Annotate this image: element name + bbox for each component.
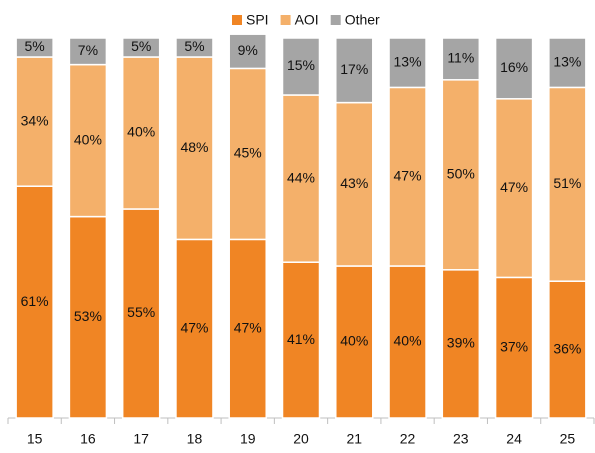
data-label: 5%: [25, 38, 45, 54]
bar-segment: [228, 33, 267, 70]
data-label: 40%: [394, 333, 422, 349]
data-label: 16%: [500, 59, 528, 75]
bar-segment: [335, 101, 374, 267]
bar-segment: [335, 37, 374, 104]
bar-segment: [15, 185, 54, 419]
data-label: 9%: [238, 42, 258, 58]
data-label: 53%: [74, 308, 102, 324]
x-tick-label: 18: [187, 431, 203, 447]
x-tick-label: 15: [27, 431, 43, 447]
x-tick-label: 22: [400, 431, 416, 447]
x-tick-label: 25: [560, 431, 576, 447]
x-tick-label: 16: [80, 431, 96, 447]
data-label: 47%: [394, 167, 422, 183]
x-tick-label: 21: [346, 431, 362, 447]
data-label: 39%: [447, 335, 475, 351]
bar-segment: [548, 280, 587, 419]
bar-segment: [281, 261, 321, 419]
bar-segment: [441, 37, 481, 81]
legend-label: AOI: [295, 12, 319, 28]
bar-segment: [441, 269, 481, 419]
bar-segment: [68, 215, 108, 419]
bar-segment: [494, 37, 534, 100]
bar-segment: [121, 37, 161, 58]
bar-segment: [175, 37, 214, 58]
bar-segment: [335, 265, 374, 419]
data-label: 34%: [21, 112, 49, 128]
data-label: 37%: [500, 338, 528, 354]
data-label: 7%: [78, 42, 98, 58]
data-label: 61%: [21, 293, 49, 309]
bar-segment: [441, 79, 481, 271]
x-tick-label: 17: [133, 431, 149, 447]
data-label: 47%: [500, 179, 528, 195]
data-label: 43%: [340, 175, 368, 191]
bar-segment: [388, 37, 427, 89]
data-label: 5%: [184, 38, 204, 54]
data-label: 13%: [553, 53, 581, 69]
data-label: 55%: [127, 304, 155, 320]
legend-swatch: [280, 15, 291, 25]
bar-segment: [388, 86, 427, 267]
data-label: 51%: [553, 175, 581, 191]
data-label: 36%: [553, 340, 581, 356]
bar-segment: [281, 94, 321, 263]
data-label: 13%: [394, 53, 422, 69]
data-label: 17%: [340, 61, 368, 77]
data-label: 41%: [287, 331, 315, 347]
legend-label: SPI: [246, 12, 269, 28]
bar-segment: [281, 37, 321, 96]
bar-segment: [121, 208, 161, 419]
data-label: 45%: [234, 145, 262, 161]
data-label: 15%: [287, 57, 315, 73]
data-label: 47%: [234, 319, 262, 335]
x-tick-label: 24: [506, 431, 522, 447]
legend-swatch: [330, 15, 341, 25]
x-tick-label: 20: [293, 431, 309, 447]
data-label: 44%: [287, 169, 315, 185]
data-label: 40%: [340, 333, 368, 349]
data-label: 50%: [447, 166, 475, 182]
bar-segment: [228, 67, 267, 241]
bar-segment: [494, 98, 534, 279]
data-label: 48%: [180, 139, 208, 155]
bar-segment: [15, 37, 54, 58]
bar-segment: [548, 37, 587, 89]
data-label: 5%: [131, 38, 151, 54]
data-label: 40%: [127, 124, 155, 140]
bar-segment: [68, 37, 108, 66]
data-label: 47%: [180, 319, 208, 335]
bar-segment: [175, 238, 214, 419]
bar-segment: [68, 63, 108, 218]
bar-segment: [15, 56, 54, 187]
legend-swatch: [232, 15, 242, 25]
bar-segment: [494, 276, 534, 419]
data-label: 11%: [447, 50, 474, 66]
bar-segment: [388, 265, 427, 419]
data-label: 40%: [74, 131, 102, 147]
x-tick-label: 19: [240, 431, 256, 447]
legend-label: Other: [345, 12, 380, 28]
x-tick-label: 23: [453, 431, 469, 447]
